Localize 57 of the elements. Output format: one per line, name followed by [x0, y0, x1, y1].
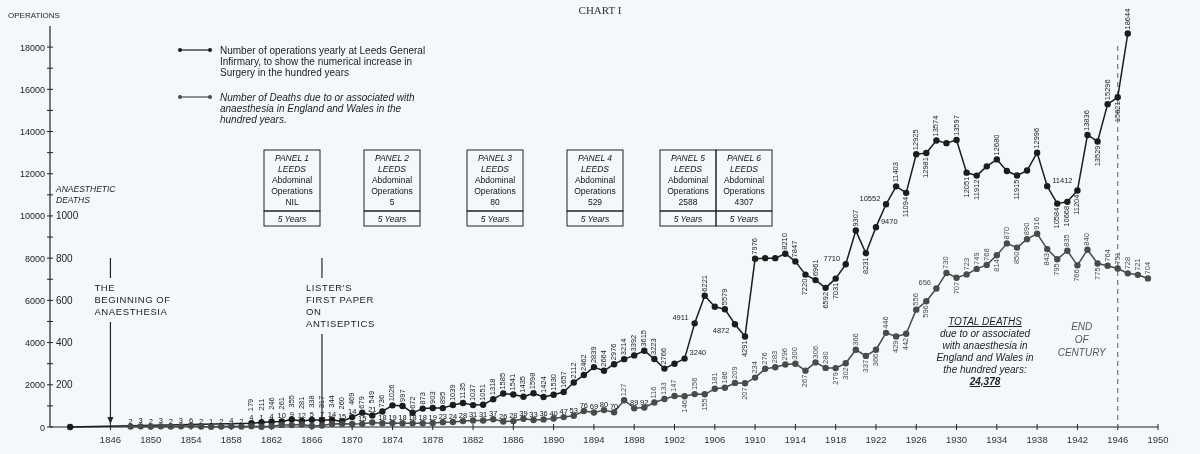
x-tick-label: 1910 — [744, 434, 766, 445]
y-tick-label: 2000 — [24, 380, 45, 391]
x-tick-label: 1906 — [704, 434, 726, 445]
x-tick-label: 1894 — [583, 434, 605, 445]
y2-tick-label: 800 — [56, 252, 74, 264]
x-tick-label: 1870 — [341, 434, 363, 445]
annotation: LISTER'S FIRST PAPER ON ANTISEPTICS — [305, 282, 375, 329]
annotation: PANEL 5 LEEDS Abdominal Operations 2588 5 Years — [667, 153, 709, 224]
y-axis-title: OPERATIONS — [8, 11, 60, 20]
x-tick-label: 1882 — [462, 434, 484, 445]
x-tick-label: 1942 — [1066, 434, 1088, 445]
y-tick-label: 0 — [39, 422, 45, 433]
y2-tick-label: 200 — [56, 379, 74, 391]
legend-label: Number of Deaths due to or associated with anaesthesia in England and Wales in the hundred years. — [220, 92, 415, 125]
x-tick-label: 1938 — [1026, 434, 1048, 445]
x-tick-label: 1858 — [220, 434, 242, 445]
ref-line-label: END OF CENTURY — [1057, 321, 1108, 358]
y-tick-label: 4000 — [24, 338, 45, 349]
x-tick-label: 1866 — [301, 434, 323, 445]
x-tick-label: 1850 — [140, 434, 162, 445]
annotation: PANEL 4 LEEDS Abdominal Operations 529 5 Years — [574, 153, 616, 224]
x-tick-label: 1926 — [905, 434, 927, 445]
x-tick-label: 1878 — [422, 434, 444, 445]
x-tick-label: 1902 — [663, 434, 686, 445]
annotation: PANEL 2 LEEDS Abdominal Operations 5 5 Years — [371, 153, 413, 224]
x-tick-label: 1946 — [1107, 434, 1129, 445]
x-tick-label: 1890 — [543, 434, 565, 445]
y-tick-label: 10000 — [19, 211, 45, 222]
y-tick-label: 12000 — [19, 169, 45, 180]
y2-tick-label: 400 — [56, 337, 74, 349]
x-tick-label: 1918 — [825, 434, 847, 445]
y-tick-label: 8000 — [24, 253, 45, 264]
y-tick-label: 14000 — [19, 127, 45, 138]
x-tick-label: 1874 — [381, 434, 404, 445]
x-tick-label: 1886 — [502, 434, 524, 445]
x-tick-label: 1950 — [1147, 434, 1169, 445]
annotation: THE BEGINNING OF ANAESTHESIA — [94, 282, 171, 317]
y-tick-label: 16000 — [19, 84, 45, 95]
x-tick-label: 1934 — [986, 434, 1008, 445]
y-tick-label: 18000 — [19, 42, 45, 53]
x-tick-label: 1914 — [784, 434, 806, 445]
y2-axis-title: ANAESTHETIC DEATHS — [55, 184, 117, 205]
x-tick-label: 1862 — [261, 434, 283, 445]
x-tick-label: 1922 — [865, 434, 887, 445]
legend-label: Number of operations yearly at Leeds General Infirmary, to show the numerical increase in Surgery in the hundred years — [220, 45, 426, 78]
annotation: TOTAL DEATHS due to or associated with anaesthesia in England and Wales in the hundred years: 24,378 — [936, 316, 1034, 387]
y2-tick-label: 1000 — [56, 210, 79, 222]
annotation: PANEL 6 LEEDS Abdominal Operations 4307 5 Years — [723, 153, 765, 224]
chart-title: CHART I — [578, 4, 622, 16]
annotation: PANEL 1 LEEDS Abdominal Operations NIL 5 Years — [271, 153, 313, 224]
x-tick-label: 1846 — [99, 434, 122, 445]
x-tick-label: 1898 — [623, 434, 645, 445]
y-tick-label: 6000 — [24, 295, 45, 306]
x-tick-label: 1930 — [945, 434, 968, 445]
annotation: PANEL 3 LEEDS Abdominal Operations 80 5 Years — [474, 153, 516, 224]
x-tick-label: 1854 — [180, 434, 202, 445]
y2-tick-label: 600 — [56, 294, 74, 306]
